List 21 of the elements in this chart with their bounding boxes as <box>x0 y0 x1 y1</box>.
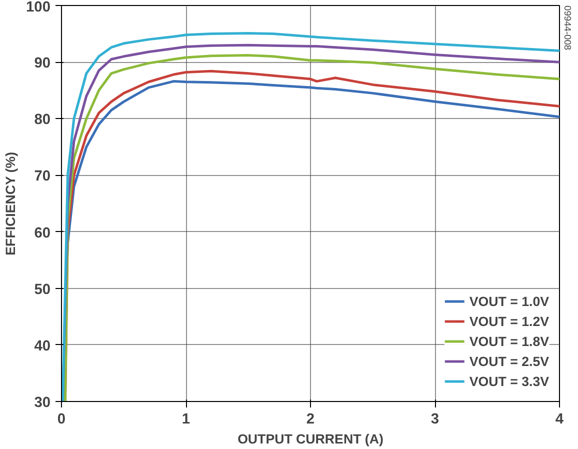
y-axis-title: EFFICIENCY (%) <box>3 152 18 256</box>
text: 09944-008 <box>562 6 572 50</box>
x-tick-label: 3 <box>430 412 440 428</box>
y-tick-label: 30 <box>34 395 51 411</box>
x-axis-title: OUTPUT CURRENT (A) <box>238 432 384 446</box>
x-tick-label: 1 <box>182 412 190 428</box>
legend-label: VOUT = 1.2V <box>469 314 549 328</box>
y-tick-label: 60 <box>34 225 51 242</box>
y-tick-label: 100 <box>26 0 51 16</box>
x-tick-label: 2 <box>306 412 315 428</box>
x-tick-label: 4 <box>555 412 564 428</box>
legend-label: VOUT = 1.8V <box>469 334 549 348</box>
x-tick-label: 0 <box>57 412 66 428</box>
y-tick-label: 50 <box>34 282 51 298</box>
legend-label: VOUT = 2.5V <box>469 354 549 368</box>
legend-label: VOUT = 3.3V <box>469 374 549 388</box>
y-tick-label: 70 <box>34 168 51 185</box>
y-tick-label: 40 <box>34 338 51 354</box>
legend-label: VOUT = 1.0V <box>469 294 549 308</box>
y-tick-label: 80 <box>34 112 51 128</box>
y-tick-label: 90 <box>34 56 51 72</box>
